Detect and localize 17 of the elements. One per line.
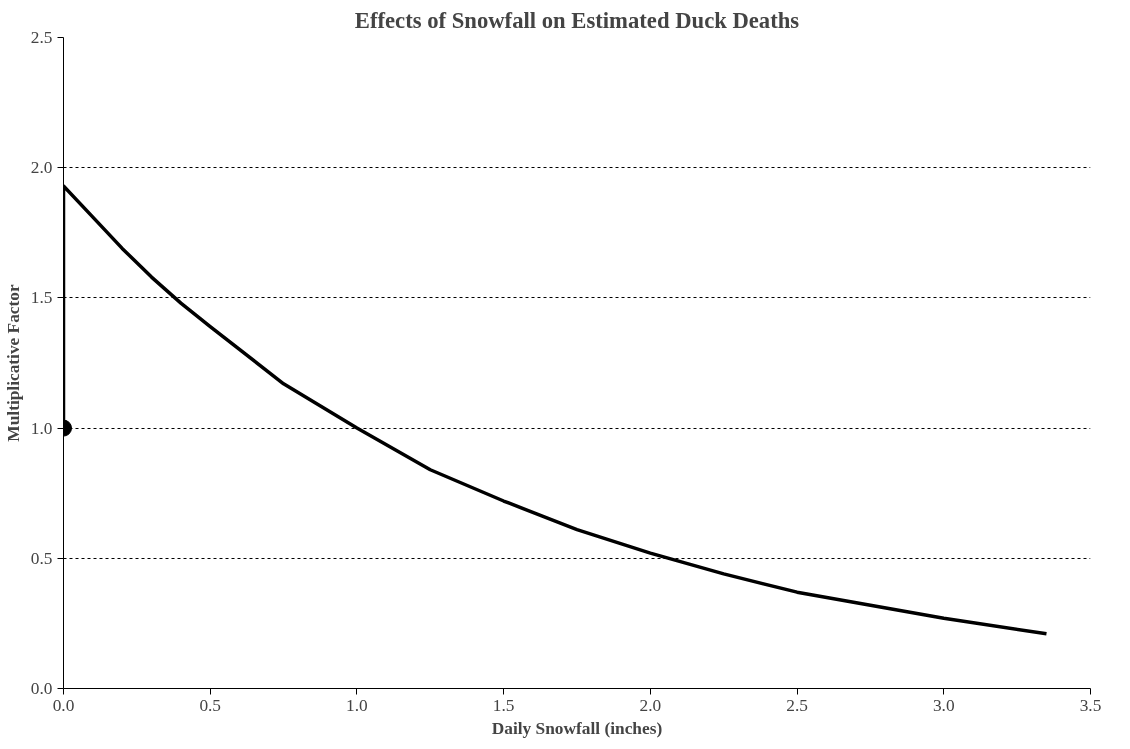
chart-title: Effects of Snowfall on Estimated Duck Deaths (354, 7, 800, 33)
y-tick-label: 0.5 (30, 548, 53, 568)
x-tick-label: 2.5 (786, 695, 808, 715)
x-axis-title: Daily Snowfall (inches) (491, 718, 663, 738)
x-tick-label: 3.0 (932, 695, 955, 715)
x-tick-label: 0.0 (52, 695, 75, 715)
x-tick-label: 3.5 (1079, 695, 1102, 715)
y-tick-label: 1.0 (30, 418, 53, 438)
y-axis-title: Multiplicative Factor (3, 284, 23, 442)
x-tick-label: 1.5 (492, 695, 515, 715)
y-tick-label: 2.0 (30, 158, 53, 178)
y-tick-label: 1.5 (30, 288, 53, 308)
x-tick-label: 0.5 (199, 695, 222, 715)
y-tick-label: 2.5 (30, 28, 53, 47)
x-tick-label: 2.0 (639, 695, 662, 715)
x-tick-label: 1.0 (346, 695, 368, 715)
y-tick-label: 0.0 (30, 679, 53, 698)
